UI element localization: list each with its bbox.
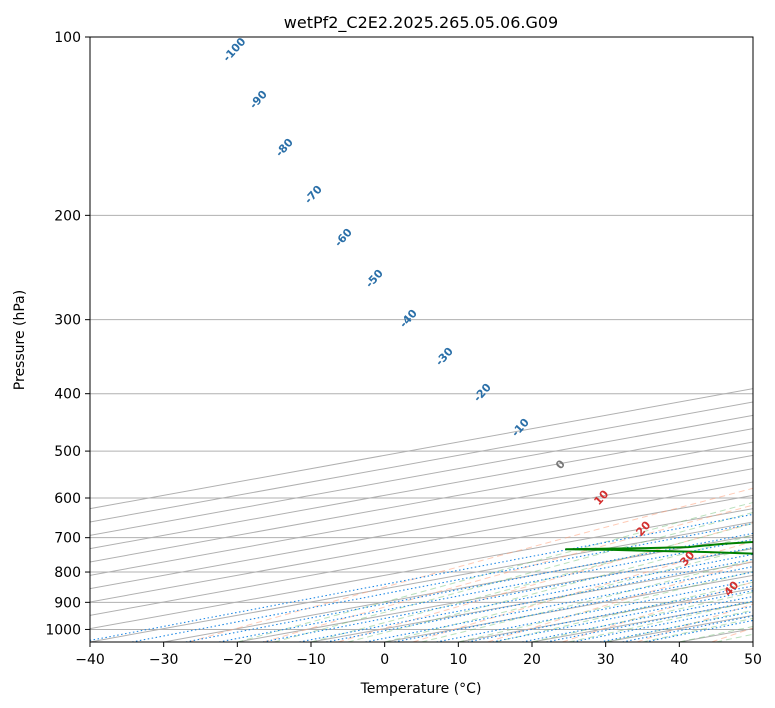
isotherm-line [90, 441, 753, 563]
mixing-ratio-line [521, 595, 753, 642]
moist-adiabat [531, 591, 753, 642]
moist-adiabat [421, 559, 753, 642]
x-tick-label: −40 [75, 652, 105, 668]
x-tick-label: 40 [670, 652, 688, 668]
mixing-ratio-line [262, 546, 753, 642]
isotherm-line [90, 468, 753, 590]
mixing-ratio-line [599, 611, 753, 642]
dry-adiabat [188, 487, 753, 642]
y-tick-label: 200 [54, 208, 81, 224]
x-tick-label: 30 [597, 652, 615, 668]
y-axis-label: Pressure (hPa) [12, 290, 28, 390]
y-tick-label: 400 [54, 387, 81, 403]
x-tick-label: −20 [223, 652, 253, 668]
plot-frame [89, 36, 754, 643]
dry-adiabat [263, 504, 753, 642]
isotherm-line [90, 454, 753, 576]
y-tick-label: 900 [54, 595, 81, 611]
y-tick-label: 600 [54, 491, 81, 507]
isotherm-line [90, 428, 753, 550]
x-tick-label: 10 [449, 652, 467, 668]
y-tick-label: 100 [54, 30, 81, 46]
isotherm-line [90, 508, 753, 630]
y-tick-label: 300 [54, 313, 81, 329]
dry-adiabat [487, 560, 753, 642]
x-tick-label: 20 [523, 652, 541, 668]
isotherm-line [90, 481, 753, 603]
axis-ticks: −40 −30 −20 −10 0 10 20 30 40 50 1000 900 800 700 600 5… [45, 30, 762, 668]
mixing-ratio-line [546, 600, 753, 642]
y-tick-label: 1000 [45, 622, 81, 638]
moist-adiabat [237, 501, 753, 642]
mixing-ratio-line [185, 532, 753, 642]
mixing-ratio-line [622, 615, 753, 642]
isotherm-line [163, 534, 753, 642]
isotherm-line [90, 521, 753, 642]
y-tick-label: 700 [54, 531, 81, 547]
mixing-ratio-line [572, 605, 753, 642]
y-tick-label: 500 [54, 444, 81, 460]
x-tick-label: 50 [744, 652, 762, 668]
x-axis-label: Temperature (°C) [360, 681, 482, 697]
mixing-ratio-line [218, 538, 753, 642]
grid-layer [90, 37, 753, 642]
mixing-ratio-line [131, 522, 753, 642]
y-tick-label: 800 [54, 565, 81, 581]
x-tick-label: −10 [296, 652, 326, 668]
isotherm-line [90, 494, 753, 616]
chart-title: wetPf2_C2E2.2025.265.05.06.G09 [284, 13, 558, 33]
moist-adiabat [458, 570, 753, 642]
x-tick-label: 0 [380, 652, 389, 668]
dry-adiabat [412, 540, 753, 642]
x-tick-label: −30 [149, 652, 179, 668]
